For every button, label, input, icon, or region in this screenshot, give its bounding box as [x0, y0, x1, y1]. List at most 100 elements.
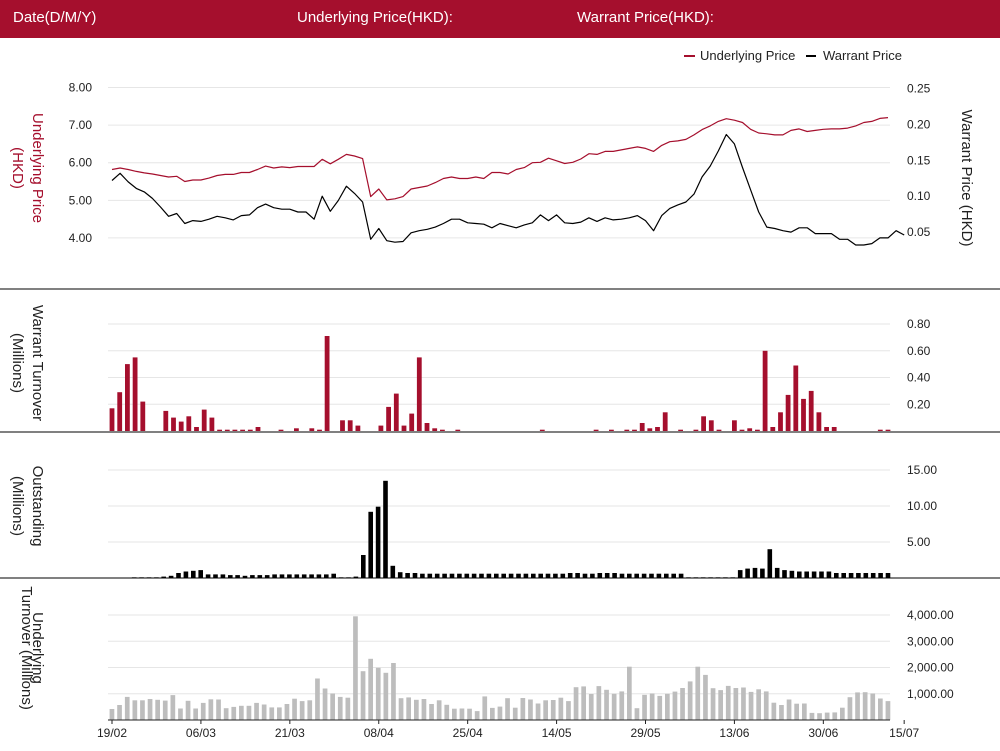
warrant-turnover-bar	[440, 429, 445, 431]
underlying-turnover-bar	[665, 693, 670, 721]
warrant-turnover-bar	[416, 357, 422, 431]
outstanding-bar	[848, 573, 854, 578]
outstanding-bar	[560, 573, 566, 578]
x-tick-label: 06/03	[186, 726, 216, 740]
warrant-price-axis: 0.25 0.20 0.15 0.10 0.05	[907, 82, 931, 240]
warrant-turnover-bar	[755, 429, 760, 431]
underlying-turnover-bar	[117, 705, 122, 720]
warrant-turnover-bar	[693, 429, 699, 431]
price-lines	[111, 117, 905, 246]
underlying-turnover-bar	[809, 712, 815, 720]
underlying-turnover-bar	[870, 693, 876, 720]
outstanding-bar	[863, 573, 869, 578]
warrant-turnover-bar	[770, 427, 776, 431]
x-tick-label: 13/06	[719, 726, 749, 740]
outstanding-bar	[161, 576, 166, 578]
tick-label: 0.20	[907, 397, 931, 411]
outstanding-bar	[575, 573, 580, 578]
outstanding-bar	[294, 574, 300, 578]
x-tick-label: 15/07	[889, 726, 919, 740]
underlying-turnover-bar	[277, 707, 282, 720]
warrant-turnover-bar	[708, 420, 714, 431]
underlying-turnover-bar	[474, 711, 480, 720]
underlying-turnover-bar	[170, 695, 176, 720]
underlying-turnover-bar	[375, 667, 381, 720]
underlying-turnover-axis: 4,000.00 3,000.00 2,000.00 1,000.00	[907, 608, 954, 701]
underlying-turnover-bar	[368, 658, 373, 720]
warrant-turnover-bar	[609, 429, 614, 431]
tick-label: 15.00	[907, 463, 937, 477]
underlying-turnover-bar	[528, 699, 533, 720]
underlying-turnover-bar	[611, 693, 617, 721]
legend: Underlying Price Warrant Price	[684, 48, 902, 63]
warrant-turnover-bar	[201, 409, 207, 431]
outstanding-bars	[131, 480, 891, 579]
warrant-turnover-bar	[455, 429, 461, 431]
outstanding-bar	[301, 574, 307, 578]
underlying-turnover-bar	[535, 703, 541, 720]
underlying-turnover-bar	[208, 699, 214, 720]
underlying-price-line	[111, 117, 889, 201]
warrant-turnover-bar	[824, 427, 829, 431]
warrant-turnover-bar	[393, 393, 399, 431]
underlying-turnover-bar	[573, 687, 579, 720]
outstanding-bar	[553, 573, 558, 578]
left-tick-label: 7.00	[69, 118, 93, 132]
outstanding-bar	[789, 570, 795, 578]
outstanding-bar	[309, 574, 314, 578]
outstanding-bar	[531, 573, 536, 578]
warrant-turnover-bar	[209, 417, 215, 431]
outstanding-bar	[782, 570, 787, 578]
outstanding-bar	[272, 574, 277, 578]
underlying-turnover-bar	[703, 674, 708, 720]
warrant-turnover-bar	[355, 425, 361, 431]
outstanding-bar	[457, 573, 462, 578]
outstanding-panel: 15.00 10.00 5.00 Outstanding(Millions)	[9, 463, 937, 579]
underlying-turnover-bar	[147, 699, 153, 720]
outstanding-bar	[287, 574, 292, 578]
outstanding-bar	[774, 567, 780, 578]
underlying-turnover-bar	[261, 704, 267, 720]
outstanding-bar	[671, 573, 676, 578]
warrant-turnover-bar	[432, 428, 438, 431]
underlying-turnover-bar	[771, 702, 777, 720]
warrant-turnover-bar	[178, 421, 184, 431]
outstanding-bar	[427, 573, 433, 578]
warrant-turnover-bar	[378, 425, 384, 431]
x-tick-label: 21/03	[275, 726, 305, 740]
underlying-turnover-bar	[482, 696, 488, 720]
tick-label: 4,000.00	[907, 608, 954, 622]
outstanding-bar	[597, 573, 603, 578]
tick-label: 2,000.00	[907, 661, 954, 675]
outstanding-bar	[567, 573, 573, 578]
outstanding-bar	[486, 573, 492, 578]
warrant-turnover-bar	[647, 428, 653, 431]
header-bar: Date(D/M/Y) Underlying Price(HKD): Warra…	[0, 0, 1000, 38]
underlying-turnover-bar	[824, 712, 830, 720]
outstanding-bar	[870, 573, 876, 578]
underlying-turnover-bar	[307, 700, 313, 720]
underlying-turnover-bar	[779, 705, 784, 720]
legend-underlying-label: Underlying Price	[700, 48, 795, 63]
outstanding-bar	[664, 573, 669, 578]
underlying-turnover-bar	[596, 686, 602, 720]
underlying-turnover-bar	[155, 699, 160, 720]
underlying-turnover-axis-title: UnderlyingTurnover (Millions)	[18, 586, 46, 710]
underlying-turnover-bar	[627, 666, 632, 720]
outstanding-bar	[250, 575, 255, 578]
outstanding-bar	[324, 574, 329, 578]
warrant-turnover-bar	[539, 429, 545, 431]
outstanding-bar	[641, 573, 647, 578]
underlying-turnover-panel: 4,000.00 3,000.00 2,000.00 1,000.00 Underly…	[18, 586, 954, 721]
outstanding-bar	[442, 573, 447, 578]
warrant-turnover-bar	[885, 429, 891, 431]
warrant-turnover-bar	[109, 408, 115, 431]
underlying-turnover-bar	[604, 689, 609, 720]
tick-label: 0.40	[907, 371, 931, 385]
tick-label: 3,000.00	[907, 634, 954, 648]
underlying-turnover-bar	[254, 702, 259, 720]
underlying-turnover-bar	[566, 701, 571, 720]
underlying-turnover-bar	[756, 689, 761, 720]
outstanding-bar	[383, 480, 388, 578]
warrant-turnover-bar	[125, 364, 130, 431]
